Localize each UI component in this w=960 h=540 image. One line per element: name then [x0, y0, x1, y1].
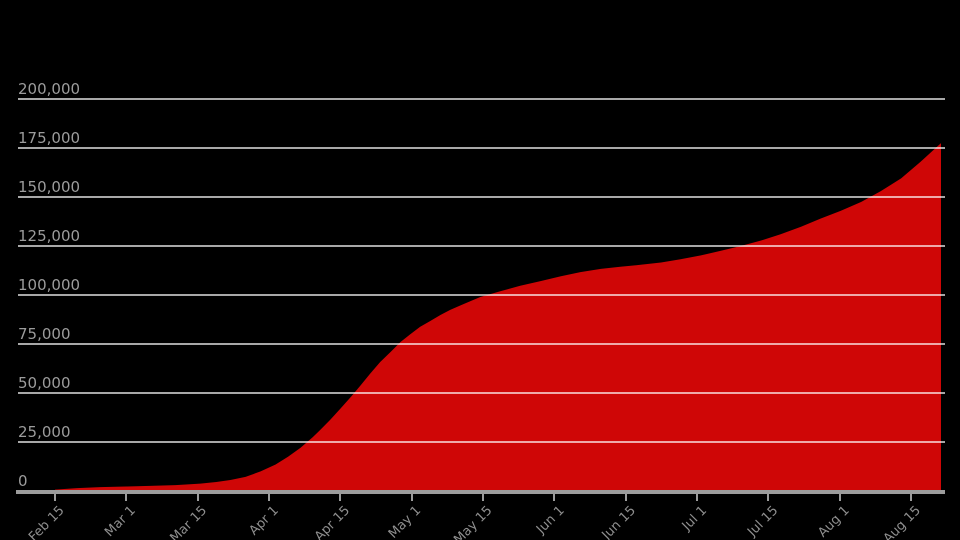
- gridline: [18, 343, 945, 345]
- y-axis-label: 0: [18, 472, 28, 490]
- x-axis-tick: [553, 493, 556, 501]
- x-axis-tick: [838, 493, 841, 501]
- y-axis-label: 175,000: [18, 129, 81, 147]
- x-axis-tick: [482, 493, 484, 501]
- gridline: [18, 294, 945, 296]
- x-axis-tick: [624, 493, 627, 501]
- gridline: [18, 245, 945, 247]
- y-axis-label: 125,000: [18, 227, 81, 245]
- x-axis-tick: [54, 493, 56, 501]
- x-axis-tick: [696, 493, 698, 501]
- y-axis-label: 150,000: [18, 178, 81, 196]
- y-axis-label: 25,000: [18, 423, 71, 441]
- gridline: [18, 441, 945, 443]
- x-axis-tick: [268, 493, 270, 501]
- gridline: [18, 98, 945, 100]
- area-series-cumulative-total: [55, 143, 941, 493]
- x-axis-tick: [125, 493, 128, 501]
- x-axis-line: [16, 490, 945, 494]
- y-axis-label: 50,000: [18, 374, 71, 392]
- gridline: [18, 196, 945, 198]
- y-axis-label: 75,000: [18, 325, 71, 343]
- y-axis-label: 200,000: [18, 80, 81, 98]
- gridline: [18, 392, 945, 394]
- y-axis-label: 100,000: [18, 276, 81, 294]
- x-axis-tick: [196, 493, 199, 501]
- x-axis-tick: [410, 493, 413, 501]
- gridline: [18, 147, 945, 149]
- x-axis-tick: [910, 493, 912, 501]
- x-axis-tick: [767, 493, 770, 501]
- x-axis-tick: [339, 493, 342, 501]
